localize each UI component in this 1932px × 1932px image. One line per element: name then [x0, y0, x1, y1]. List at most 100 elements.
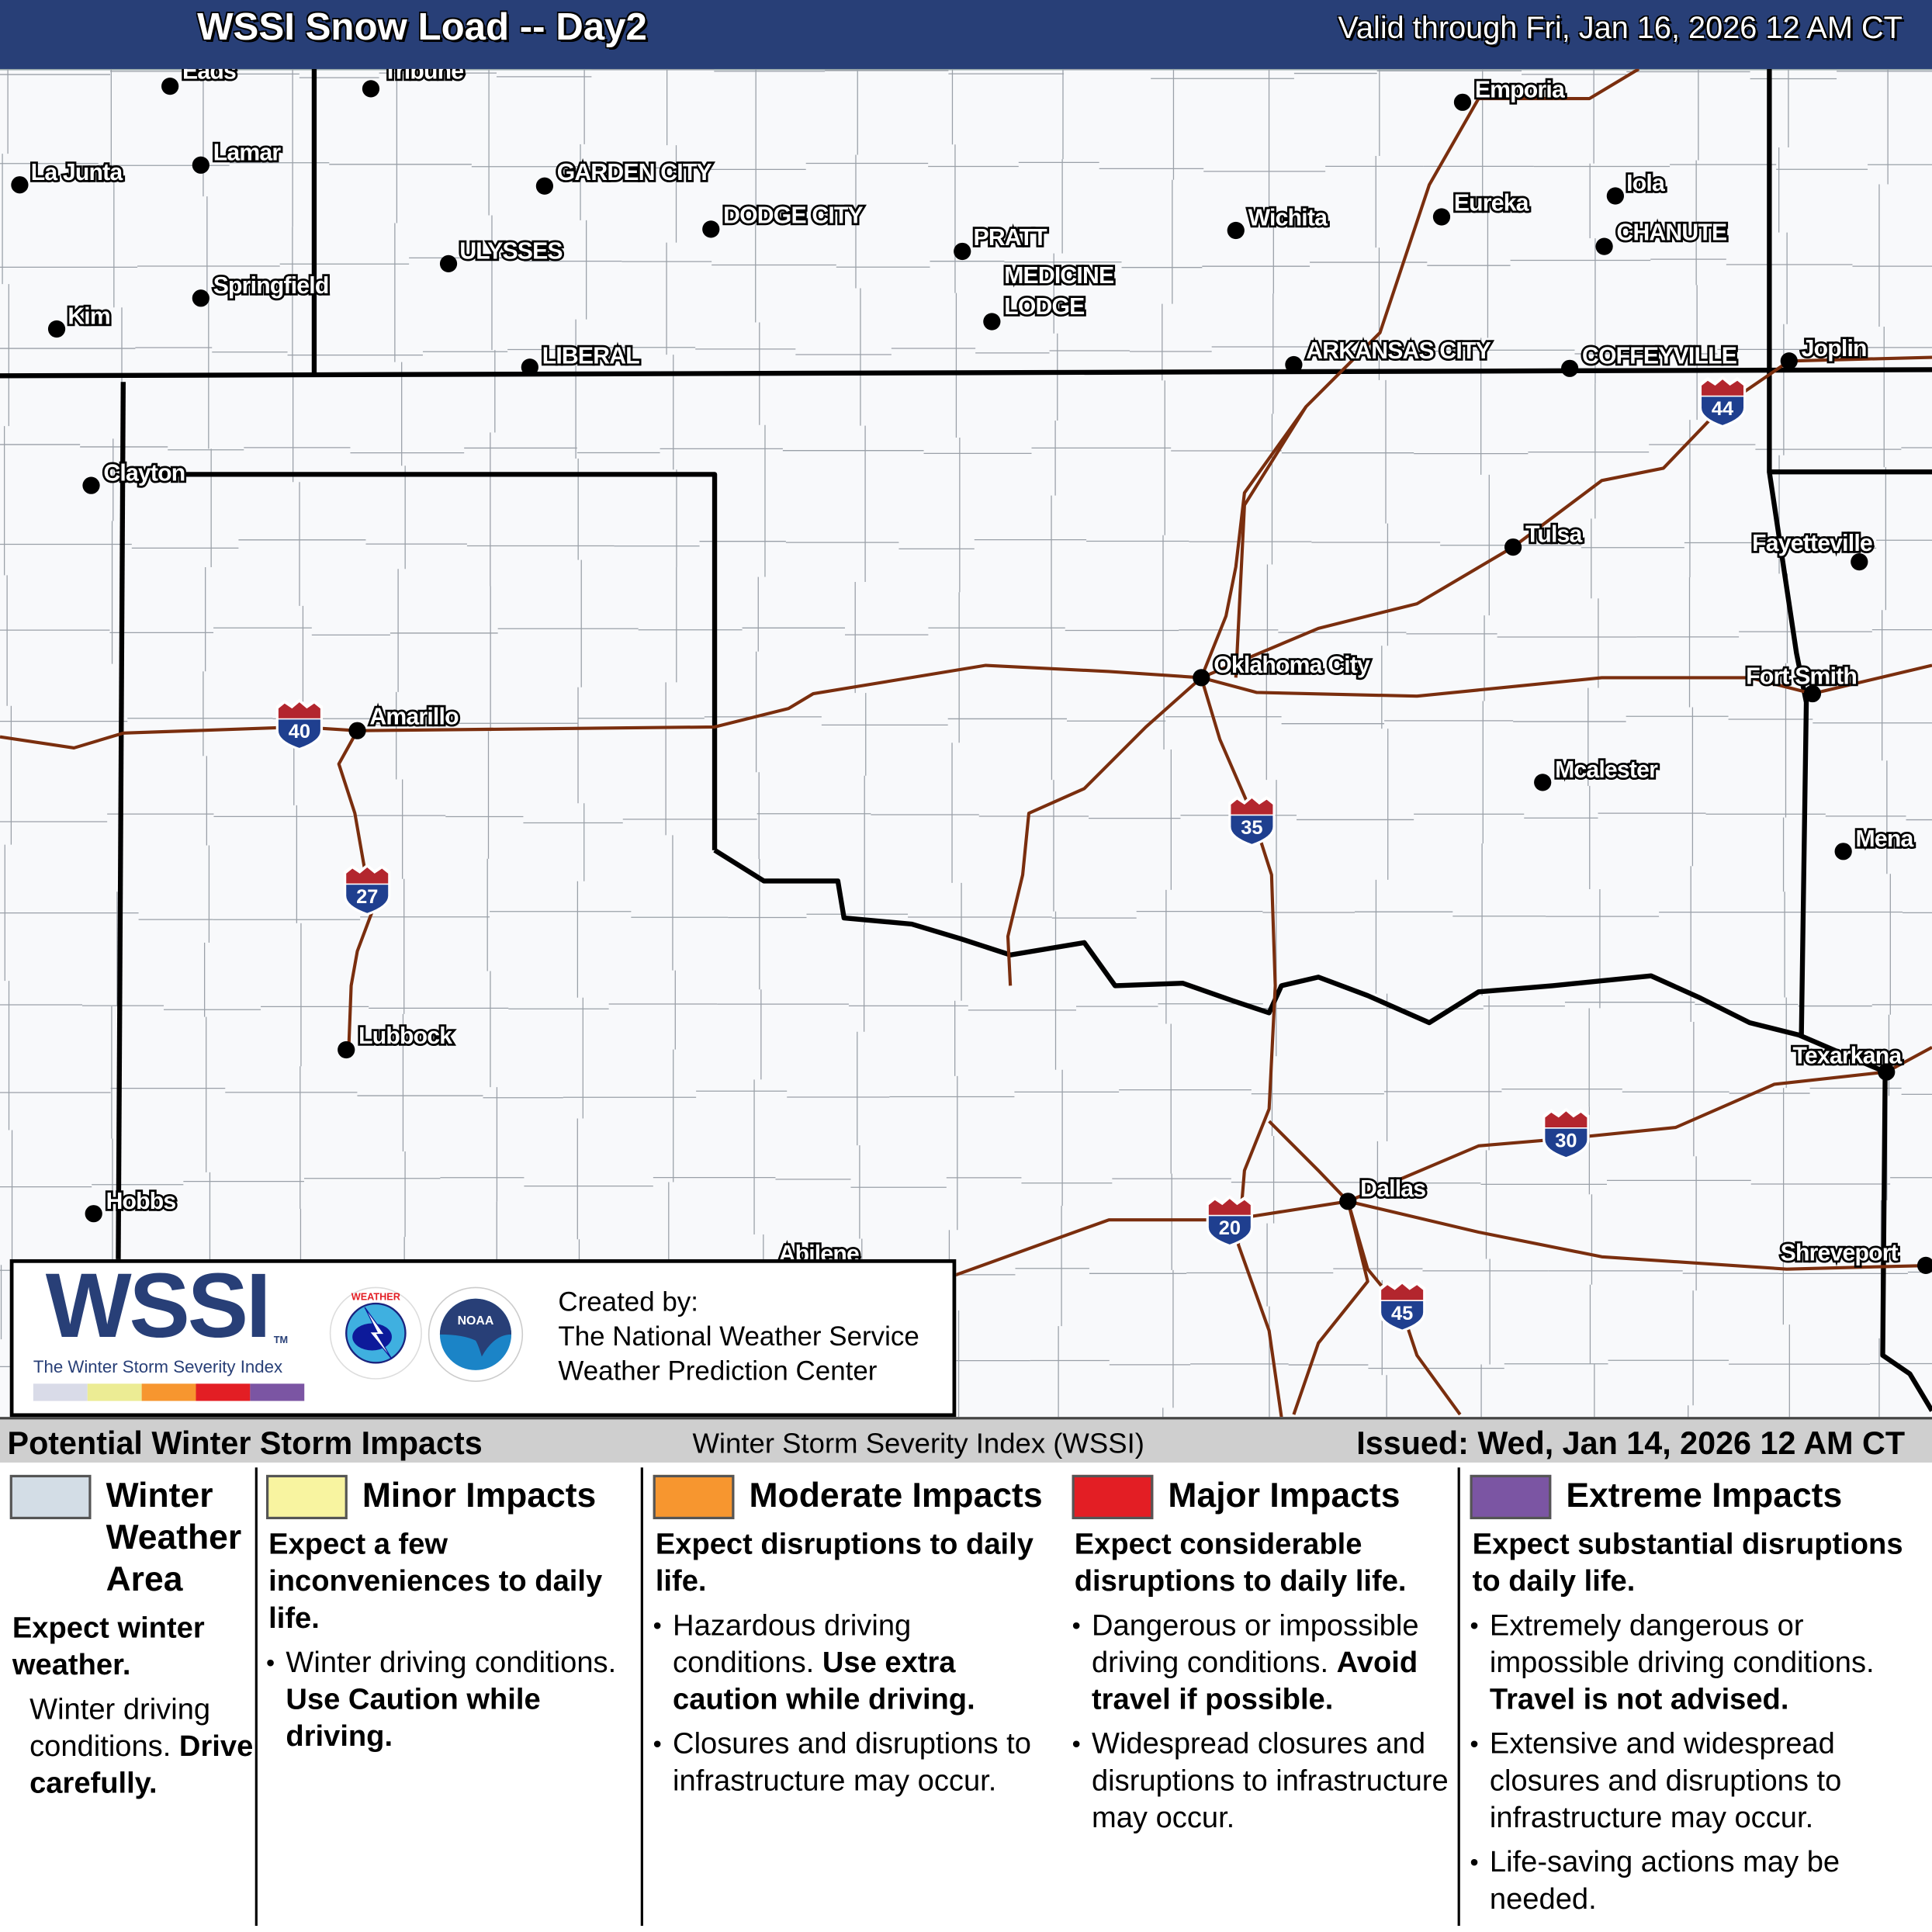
interstate-route [1234, 68, 1640, 678]
city-label: Wichita [1248, 206, 1328, 231]
valid-time: Valid through Fri, Jan 16, 2026 12 AM CT [1338, 11, 1903, 46]
credits-line: Created by: [558, 1286, 698, 1317]
city-label: DODGE CITY [723, 203, 863, 228]
city-label: Lubbock [358, 1023, 452, 1049]
legend-item-text: Extremely dangerous or impossible drivin… [1489, 1608, 1875, 1680]
wssi-logo-text: WSSI [45, 1254, 272, 1357]
legend-divider [1457, 1467, 1460, 1927]
legend-bullet: Life-saving actions may be needed. [1470, 1844, 1923, 1918]
city-dot-icon [1453, 93, 1472, 111]
city-dot-icon [85, 1205, 102, 1223]
state-border [116, 382, 126, 1259]
city-label: Kim [68, 304, 110, 330]
city-dot-icon [521, 358, 538, 376]
interstate-45-shield-icon: 45 [1378, 1279, 1426, 1332]
city-label: Mcalester [1555, 757, 1658, 783]
city-label: ARKANSAS CITY [1306, 338, 1491, 364]
colorbar-minor [87, 1383, 142, 1401]
city-label: Fort Smith [1746, 663, 1857, 689]
city-dot-icon [1780, 352, 1798, 370]
city-label: GARDEN CITY [557, 160, 712, 185]
swatch-minor [266, 1474, 348, 1520]
city-dot-icon [1504, 538, 1522, 556]
city-label: Oklahoma City [1214, 653, 1370, 678]
state-border [0, 367, 1932, 379]
legend-title-major: Major Impacts [1168, 1476, 1401, 1515]
interstate-number: 30 [1555, 1130, 1577, 1151]
nws-logo-icon: WEATHER [329, 1286, 422, 1380]
legend-moderate: Moderate Impacts Expect disruptions to d… [646, 1463, 1052, 1932]
city-dot-icon [348, 722, 366, 739]
legend-item-bold: Avoid travel if possible. [1091, 1646, 1418, 1717]
city-label: Hobbs [106, 1189, 176, 1214]
state-border [713, 848, 1800, 1038]
credits-line: The National Weather Service [558, 1321, 919, 1352]
city-dot-icon [82, 476, 100, 494]
legend-lead: Expect winter weather. [12, 1612, 205, 1682]
interstate-number: 35 [1241, 817, 1262, 839]
legend-title-winter: Winter Weather Area [106, 1476, 242, 1598]
city-dot-icon [338, 1040, 355, 1059]
state-border [123, 472, 718, 850]
swatch-moderate [653, 1474, 735, 1520]
legend-title-moderate: Moderate Impacts [749, 1476, 1043, 1515]
city-dot-icon [161, 78, 179, 95]
city-dot-icon [1834, 843, 1852, 860]
legend-item-bold: Use Caution while driving. [286, 1683, 541, 1754]
city-label: ULYSSES [459, 238, 562, 264]
city-label: Clayton [103, 460, 185, 486]
state-borders [0, 68, 1932, 1412]
city-label: Joplin [1802, 336, 1867, 362]
legend-bullet: Hazardous driving conditions. Use extra … [653, 1608, 1037, 1719]
legend-title-extreme: Extreme Impacts [1566, 1476, 1843, 1515]
index-name: Winter Storm Severity Index (WSSI) [692, 1426, 1144, 1459]
city-dot-icon [1432, 208, 1451, 226]
city-label: COFFEYVILLE [1582, 343, 1736, 369]
legend-title: Potential Winter Storm Impacts [7, 1424, 483, 1462]
wssi-subtitle: The Winter Storm Severity Index [33, 1356, 283, 1376]
city-dot-icon [954, 242, 971, 261]
credits-line: Weather Prediction Center [558, 1355, 878, 1387]
legend-extreme: Extreme Impacts Expect substantial disru… [1463, 1463, 1928, 1932]
legend-lead: Expect substantial disruptions to daily … [1472, 1528, 1903, 1598]
interstate-shields: 40 27 35 44 30 20 45 [275, 376, 1747, 1332]
city-label: Texarkana [1793, 1043, 1903, 1068]
state-border [1767, 68, 1932, 475]
colorbar-major [196, 1383, 251, 1401]
city-dot-icon [1851, 553, 1868, 571]
cities: Eads Tribune La Junta Lamar GARDEN CITY DODGE… [11, 69, 1932, 1274]
interstate-number: 20 [1219, 1217, 1241, 1239]
header-bar: WSSI Snow Load -- Day2 Valid through Fri… [0, 0, 1932, 71]
city-label: PRATT [974, 225, 1048, 251]
city-label: MEDICINE [1004, 263, 1113, 289]
city-label: Iola [1626, 171, 1665, 196]
city-dot-icon [702, 220, 720, 238]
city-label: Springfield [213, 273, 329, 299]
city-label: LODGE [1004, 294, 1084, 320]
legend-divider [254, 1467, 258, 1927]
interstate-44-shield-icon: 44 [1698, 376, 1747, 428]
map: 40 27 35 44 30 20 45 Eads Tribune La Junta Lamar G… [0, 68, 1932, 1418]
credits: Created by: The National Weather Service… [558, 1285, 919, 1388]
interstate-route [1347, 1045, 1932, 1203]
legend-item-text: Widespread closures and disruptions to i… [1091, 1727, 1449, 1835]
legend-item-bold: Drive carefully. [29, 1729, 254, 1801]
noaa-logo-icon: NOAA [428, 1286, 524, 1382]
city-label: Shreveport [1781, 1241, 1899, 1266]
swatch-major [1072, 1474, 1154, 1520]
city-label: Emporia [1475, 77, 1565, 102]
interstate-30-shield-icon: 30 [1542, 1107, 1590, 1160]
legend-bullet: Dangerous or impossible driving conditio… [1072, 1608, 1456, 1719]
legend-item-text: Life-saving actions may be needed. [1489, 1845, 1840, 1916]
legend-item-bold: Travel is not advised. [1489, 1683, 1789, 1717]
legend-bullet: Closures and disruptions to infrastructu… [653, 1726, 1037, 1800]
legend-item-bold: Use extra caution while driving. [673, 1646, 975, 1717]
city-dot-icon [1878, 1063, 1896, 1081]
legend-item-text: Dangerous or impossible driving conditio… [1091, 1608, 1419, 1680]
interstate-route [1006, 676, 1203, 986]
city-label: Eureka [1454, 191, 1529, 216]
colorbar-winter [33, 1383, 88, 1401]
city-dot-icon [535, 177, 554, 195]
interstate-number: 44 [1712, 398, 1733, 420]
severity-colorbar [33, 1383, 305, 1401]
